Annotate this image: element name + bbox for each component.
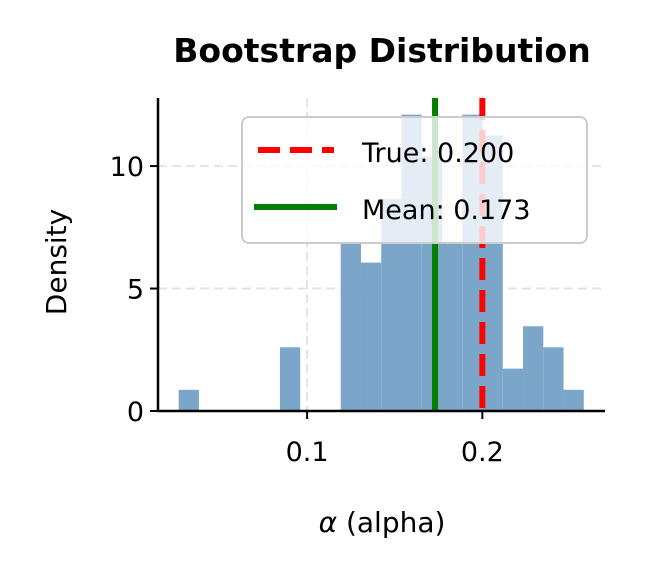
- legend-label-mean: Mean: 0.173: [362, 195, 531, 226]
- histogram-bar: [502, 368, 524, 411]
- y-axis-label: Density: [40, 209, 73, 315]
- legend-label-true: True: 0.200: [361, 138, 514, 169]
- histogram-bar: [381, 199, 402, 411]
- y-tick-label: 5: [127, 275, 144, 306]
- legend: True: 0.200 Mean: 0.173: [241, 116, 588, 244]
- histogram-bar: [563, 389, 584, 411]
- x-tick-label: 0.2: [461, 437, 504, 468]
- histogram-bar: [543, 347, 564, 411]
- axes: 0.1 0.2 0 5 10: [110, 98, 605, 468]
- x-tick-label: 0.1: [286, 437, 329, 468]
- chart-title: Bootstrap Distribution: [173, 31, 590, 70]
- x-axis-label: α (alpha): [319, 506, 446, 539]
- y-tick-label: 0: [127, 397, 144, 428]
- histogram-bar: [340, 241, 361, 411]
- histogram-bar: [523, 326, 544, 411]
- x-axis-label-symbol: α: [319, 506, 338, 539]
- histogram-bar: [279, 347, 301, 411]
- histogram-bar: [442, 241, 463, 411]
- x-axis-label-text: (alpha): [346, 506, 445, 539]
- histogram-bar: [178, 389, 199, 411]
- histogram-bar: [360, 262, 382, 411]
- y-tick-label: 10: [110, 152, 144, 183]
